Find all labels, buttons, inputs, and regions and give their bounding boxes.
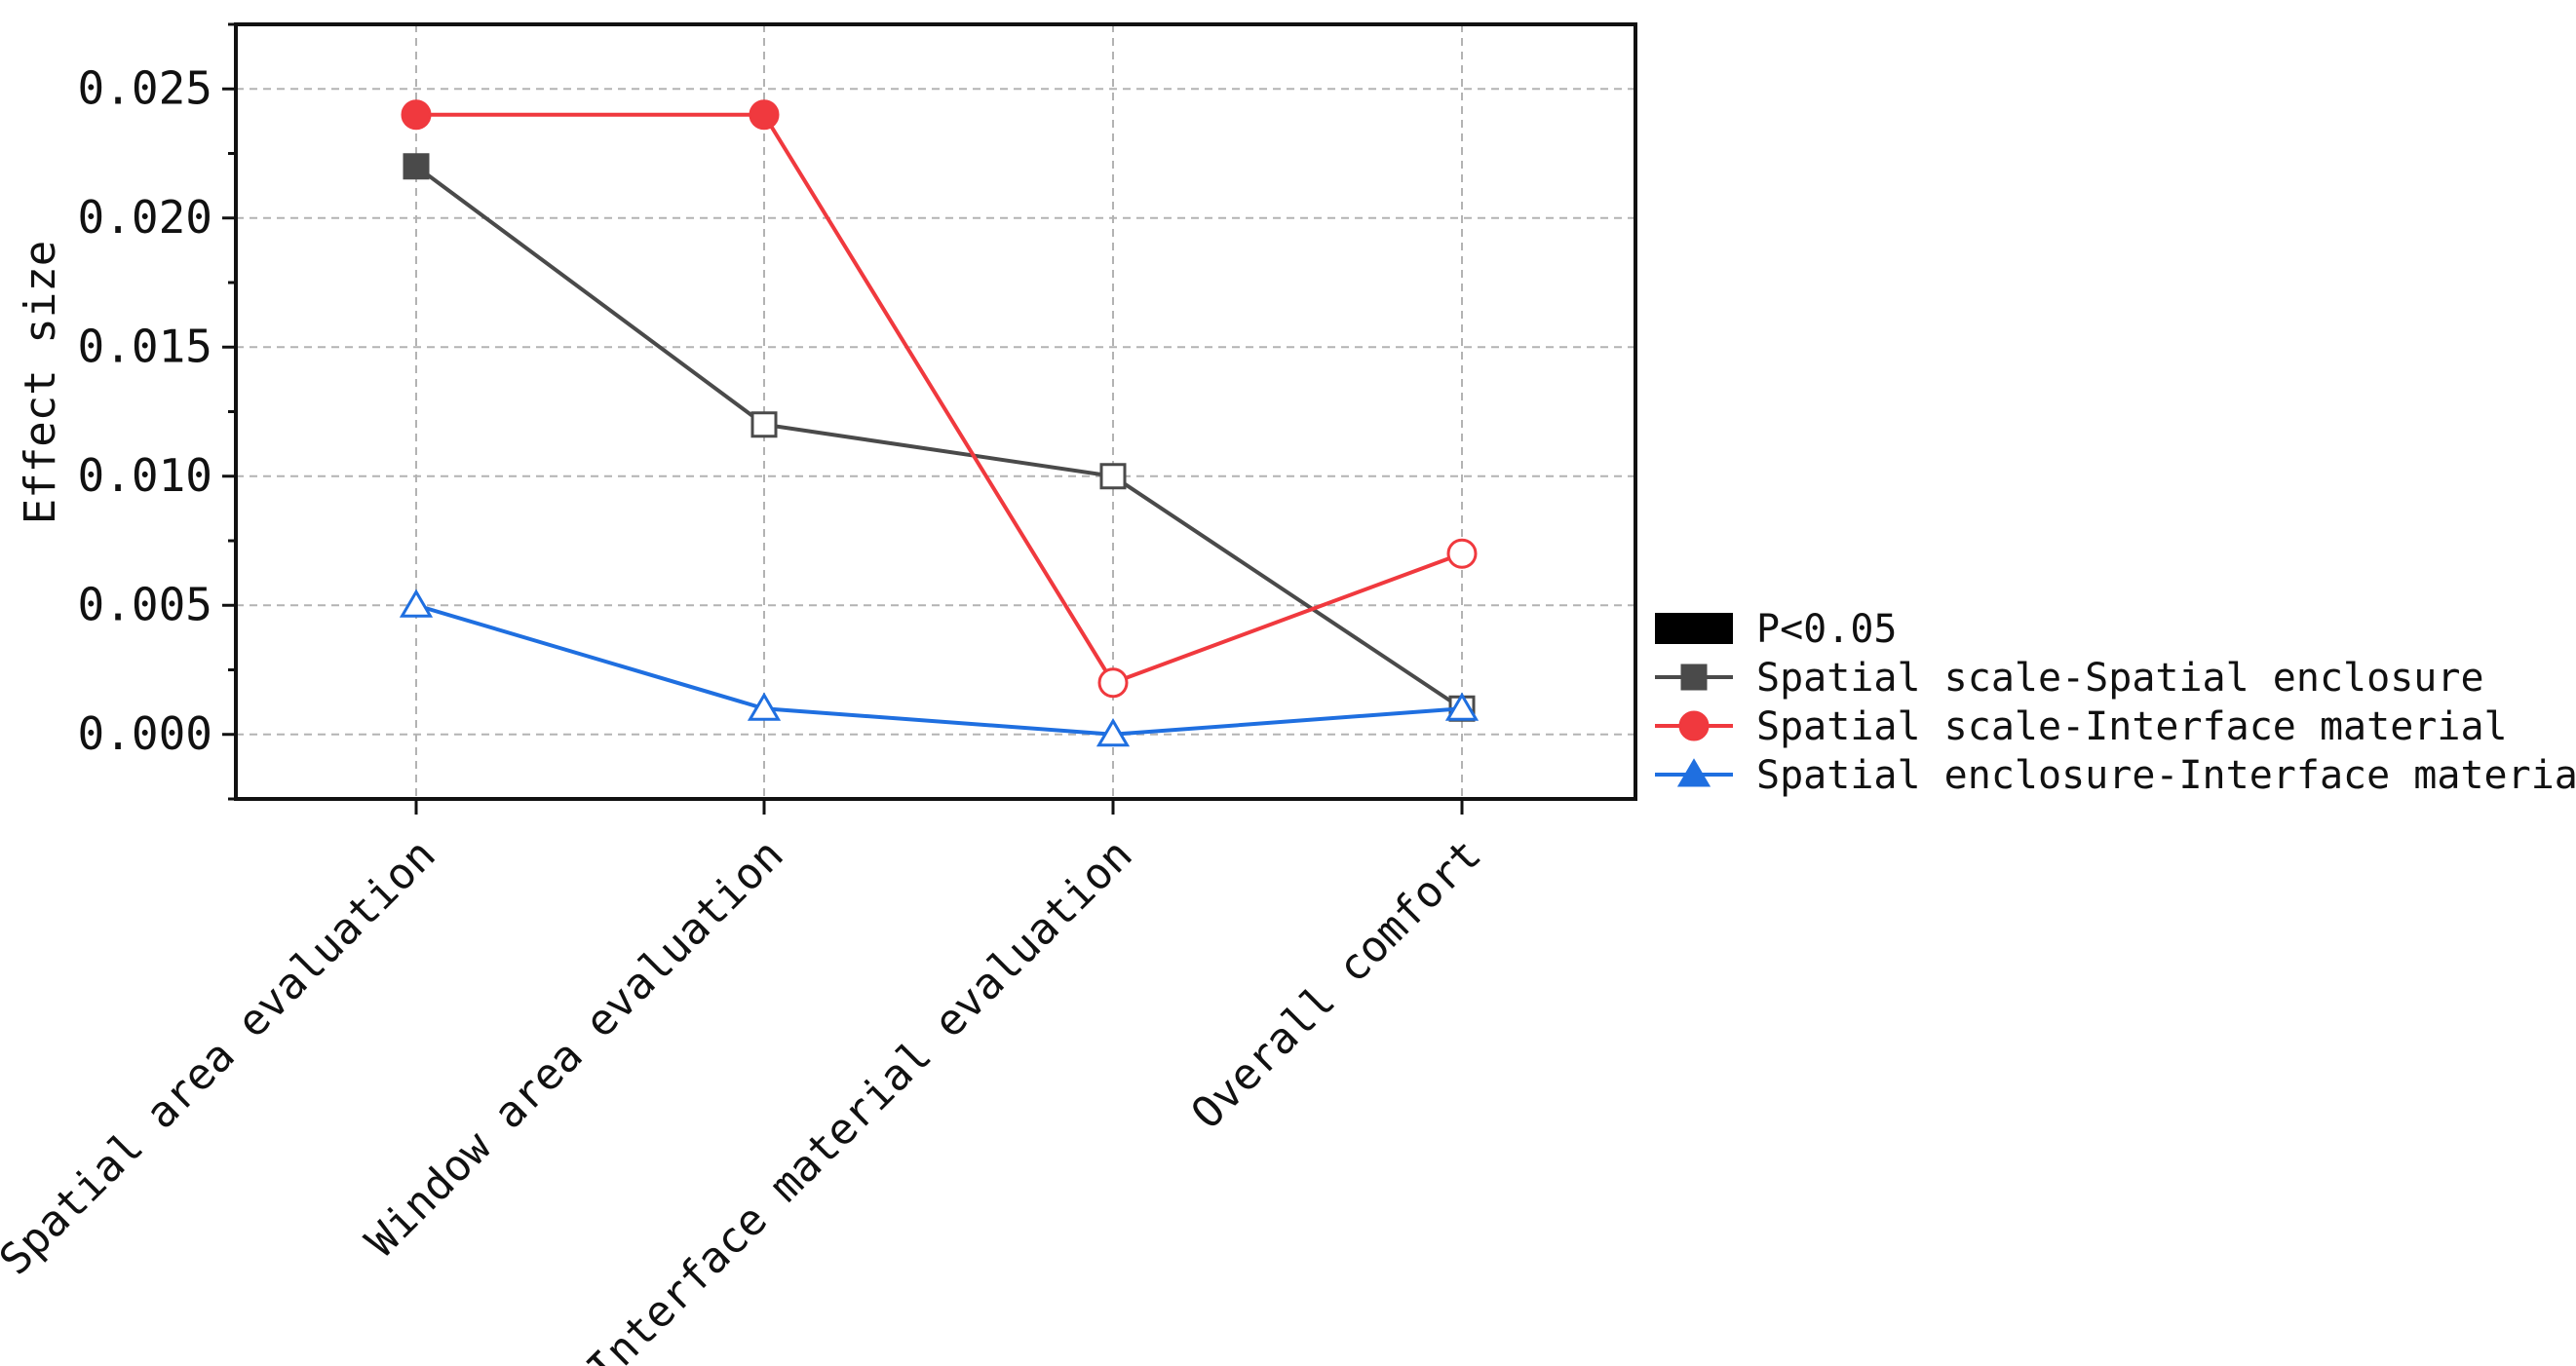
series-group bbox=[403, 153, 1476, 722]
data-point-circle bbox=[401, 99, 432, 131]
x-tick-label: Interface material evaluation bbox=[578, 830, 1142, 1366]
data-point-circle bbox=[1446, 538, 1478, 569]
data-point-circle bbox=[1097, 667, 1129, 699]
data-point-square bbox=[1099, 463, 1127, 490]
data-point-triangle bbox=[747, 692, 782, 721]
data-point-triangle bbox=[1444, 692, 1480, 721]
grid bbox=[236, 24, 1635, 799]
series bbox=[399, 99, 1480, 747]
data-point-circle bbox=[1678, 710, 1710, 741]
series-group bbox=[401, 99, 1478, 699]
y-tick-label: 0.010 bbox=[78, 449, 212, 502]
y-tick-label: 0.015 bbox=[78, 320, 212, 372]
y-tick-label: 0.000 bbox=[78, 707, 212, 760]
data-point-triangle bbox=[399, 588, 434, 618]
y-axis-label: Effect size bbox=[16, 241, 65, 524]
data-point-square bbox=[750, 411, 778, 438]
series-line bbox=[415, 603, 1463, 737]
axes bbox=[222, 22, 1637, 815]
data-point-circle bbox=[749, 99, 780, 131]
y-tick-label: 0.025 bbox=[78, 61, 212, 114]
legend-label: Spatial enclosure-Interface material bbox=[1756, 753, 2576, 798]
x-tick-label: Window area evaluation bbox=[357, 830, 793, 1267]
y-ticks: 0.000 0.005 0.010 0.015 0.020 0.025 bbox=[78, 61, 212, 760]
y-tick-label: 0.020 bbox=[78, 191, 212, 244]
legend-label: Spatial scale-Interface material bbox=[1756, 704, 2508, 749]
y-tick-label: 0.005 bbox=[78, 578, 212, 630]
data-point-square bbox=[1680, 664, 1708, 691]
data-point-square bbox=[403, 153, 430, 180]
data-point-triangle bbox=[1676, 758, 1711, 787]
plot-frame bbox=[234, 22, 1637, 801]
series-line bbox=[414, 165, 1464, 710]
legend-significance-label: P<0.05 bbox=[1756, 607, 1898, 652]
series-line bbox=[416, 112, 1463, 686]
legend-label: Spatial scale-Spatial enclosure bbox=[1756, 656, 2484, 701]
legend-significance-swatch bbox=[1655, 613, 1733, 644]
data-point-triangle bbox=[1096, 717, 1131, 747]
series-group bbox=[399, 588, 1480, 747]
x-tick-label: Overall comfort bbox=[1182, 830, 1491, 1139]
